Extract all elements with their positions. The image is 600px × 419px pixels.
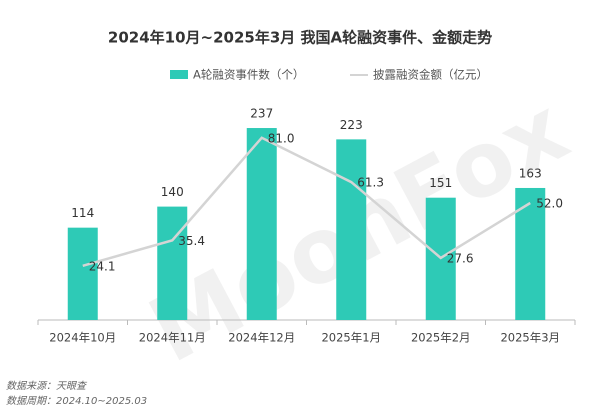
legend-swatch xyxy=(170,70,188,79)
x-tick-label: 2025年1月 xyxy=(321,331,381,345)
line-label: 81.0 xyxy=(268,131,295,145)
line-label: 27.6 xyxy=(447,251,474,265)
legend-label: 披露融资金额（亿元） xyxy=(373,68,488,82)
source: 数据来源：天眼查 xyxy=(6,380,88,392)
chart-title: 2024年10月~2025年3月 我国A轮融资事件、金额走势 xyxy=(108,29,492,47)
bar-label: 151 xyxy=(429,176,452,190)
bar xyxy=(157,206,188,320)
period: 数据周期：2024.10~2025.03 xyxy=(6,395,147,407)
bar xyxy=(336,139,367,320)
bar-label: 237 xyxy=(250,107,273,121)
bar-label: 223 xyxy=(340,118,363,132)
bar-label: 114 xyxy=(71,206,94,220)
line-label: 35.4 xyxy=(178,234,205,248)
x-tick-label: 2025年2月 xyxy=(411,331,471,345)
x-tick-label: 2024年11月 xyxy=(139,331,206,345)
line-label: 61.3 xyxy=(357,176,384,190)
line xyxy=(82,136,531,267)
x-tick-label: 2025年3月 xyxy=(500,331,560,345)
bar-label: 140 xyxy=(161,185,184,199)
legend-label: A轮融资事件数（个） xyxy=(193,68,304,82)
x-tick-label: 2024年12月 xyxy=(228,331,295,345)
bar xyxy=(67,227,98,320)
bar-label: 163 xyxy=(519,166,542,180)
bar xyxy=(246,128,277,320)
line-label: 24.1 xyxy=(89,259,116,273)
line-label: 52.0 xyxy=(536,197,563,211)
x-tick-label: 2024年10月 xyxy=(49,331,116,345)
